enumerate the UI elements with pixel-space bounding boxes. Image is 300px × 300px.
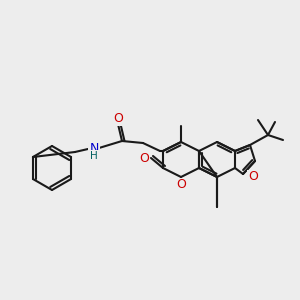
- Text: H: H: [90, 151, 98, 161]
- Text: O: O: [113, 112, 123, 124]
- Text: N: N: [89, 142, 99, 154]
- Text: O: O: [139, 152, 149, 166]
- Text: O: O: [248, 170, 258, 184]
- Text: O: O: [176, 178, 186, 191]
